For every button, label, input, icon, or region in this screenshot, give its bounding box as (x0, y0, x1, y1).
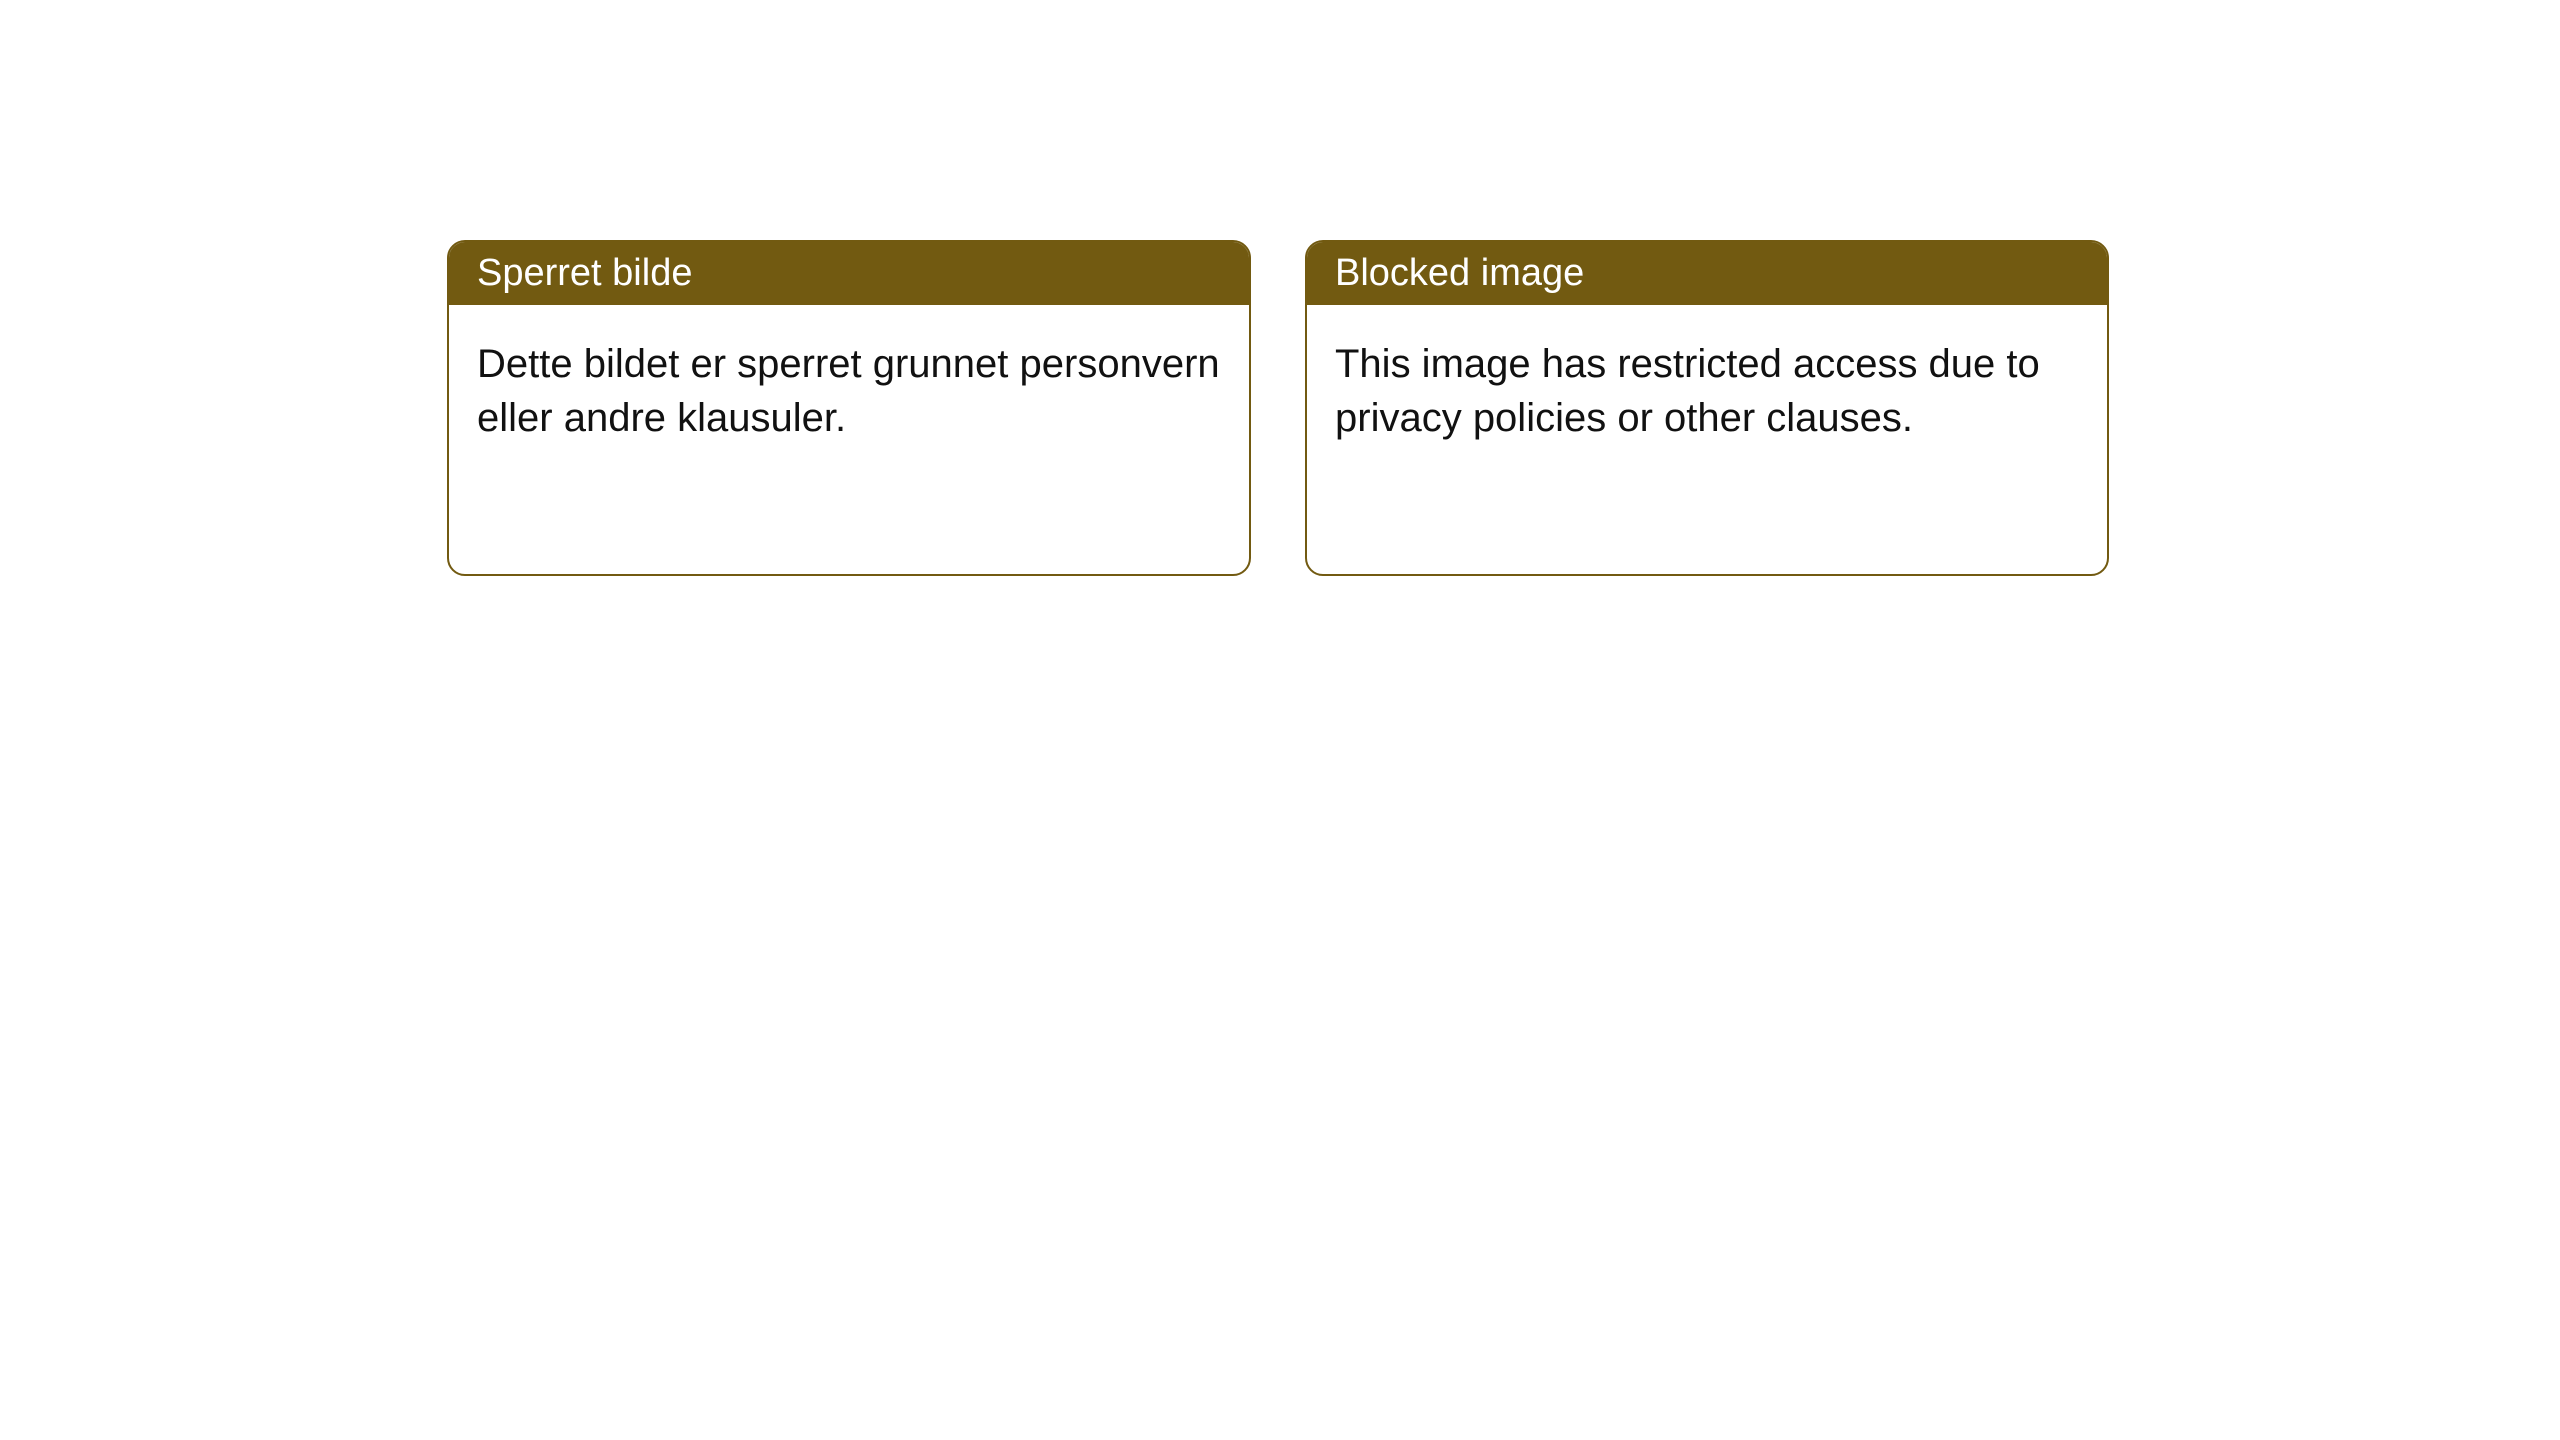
card-header: Blocked image (1307, 242, 2107, 305)
card-body: Dette bildet er sperret grunnet personve… (449, 305, 1249, 574)
card-body-text: Dette bildet er sperret grunnet personve… (477, 342, 1220, 440)
card-body: This image has restricted access due to … (1307, 305, 2107, 574)
notice-card-english: Blocked image This image has restricted … (1305, 240, 2109, 576)
notice-card-norwegian: Sperret bilde Dette bildet er sperret gr… (447, 240, 1251, 576)
card-title: Sperret bilde (477, 252, 692, 294)
card-header: Sperret bilde (449, 242, 1249, 305)
card-body-text: This image has restricted access due to … (1335, 342, 2040, 440)
card-title: Blocked image (1335, 252, 1584, 294)
notice-container: Sperret bilde Dette bildet er sperret gr… (447, 240, 2109, 576)
